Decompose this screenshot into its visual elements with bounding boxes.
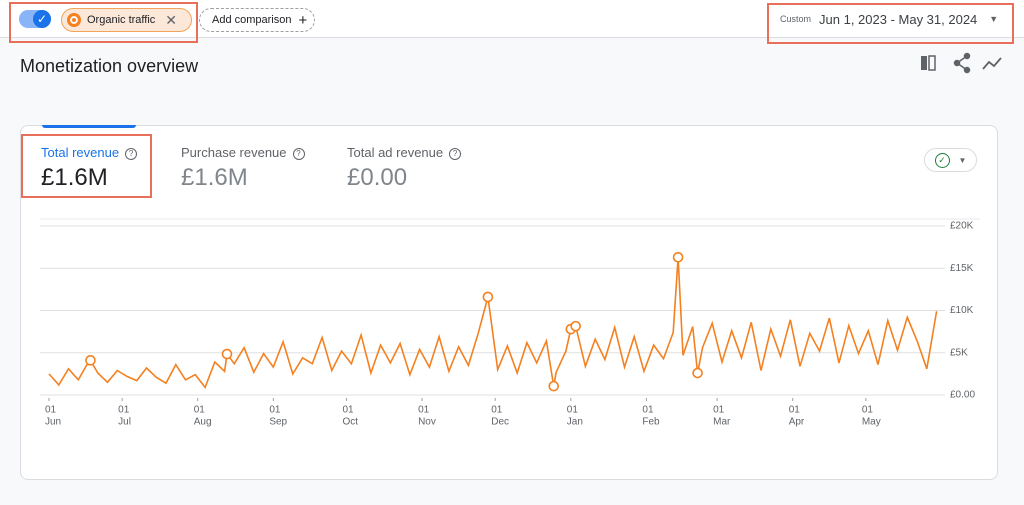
metric-value: £1.6M (181, 164, 248, 191)
plus-icon: + (298, 11, 308, 29)
dropdown-arrow: ▼ (989, 14, 999, 24)
compare-icon-part (928, 55, 936, 71)
highlight-box (767, 3, 1014, 44)
highlight-box (9, 2, 198, 43)
toggle[interactable]: ✓ (19, 10, 51, 28)
share-icon[interactable] (953, 52, 971, 74)
metric-value: £1.6M (41, 164, 108, 191)
segment-chip[interactable]: Organic traffic ✕ (61, 8, 192, 32)
metric-label[interactable]: Purchase revenue? (181, 145, 305, 160)
help-icon[interactable]: ? (292, 148, 305, 160)
segment-icon (67, 13, 81, 27)
add-comparison[interactable]: Add comparison + (199, 8, 315, 32)
dropdown-arrow: ▼ (958, 155, 967, 165)
help-icon[interactable]: ? (449, 148, 462, 160)
remove-button[interactable]: ✕ (165, 11, 178, 28)
date-picker[interactable]: Custom Jun 1, 2023 - May 31, 2024 ▼ (780, 11, 999, 27)
help-icon[interactable]: ? (125, 148, 138, 160)
compare-icon[interactable] (921, 56, 927, 70)
page-title: Monetization overview (20, 56, 199, 76)
add-comparison-label: Add comparison (212, 14, 292, 26)
header-icons (921, 52, 1002, 74)
insights-icon[interactable] (982, 57, 1002, 70)
metric-label[interactable]: Total ad revenue? (347, 145, 462, 160)
metric-value: £0.00 (347, 164, 408, 191)
check-icon: ✓ (934, 152, 950, 168)
date-range: Jun 1, 2023 - May 31, 2024 (819, 11, 978, 27)
metric-label[interactable]: Total revenue? (41, 145, 138, 160)
segment-label: Organic traffic (87, 14, 156, 26)
highlight-box (21, 134, 152, 198)
chart-card (20, 125, 998, 480)
selected-tab-indicator (42, 125, 136, 128)
date-mode: Custom (780, 14, 812, 24)
status-button[interactable]: ✓ ▼ (924, 148, 977, 172)
